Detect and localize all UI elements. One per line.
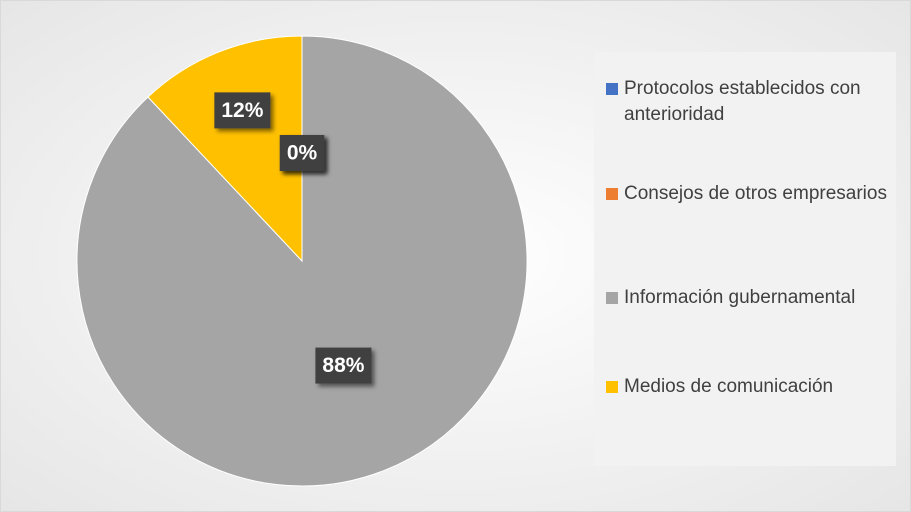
data-label-box: [315, 347, 372, 384]
legend-label: Protocolos establecidos con anterioridad: [624, 78, 861, 125]
legend-swatch: [606, 83, 618, 95]
data-label-text: 0%: [287, 142, 318, 165]
data-label-text: 88%: [322, 354, 364, 377]
legend-label: Consejos de otros empresarios: [624, 183, 887, 204]
legend-swatch: [606, 381, 618, 393]
legend-swatch: [606, 292, 618, 304]
legend-label: Información gubernamental: [624, 287, 856, 308]
legend-swatch: [606, 188, 618, 200]
pie-slice: [147, 35, 303, 263]
legend-label: Medios de comunicación: [624, 376, 834, 397]
data-label-text: 12%: [221, 99, 263, 122]
data-label-box: [214, 92, 271, 129]
data-label: 0%: [279, 135, 325, 171]
data-label-box: [279, 135, 325, 171]
data-label: 12%: [214, 92, 271, 129]
legend: Protocolos establecidos con anterioridad…: [594, 52, 896, 466]
data-label: 88%: [315, 347, 372, 384]
